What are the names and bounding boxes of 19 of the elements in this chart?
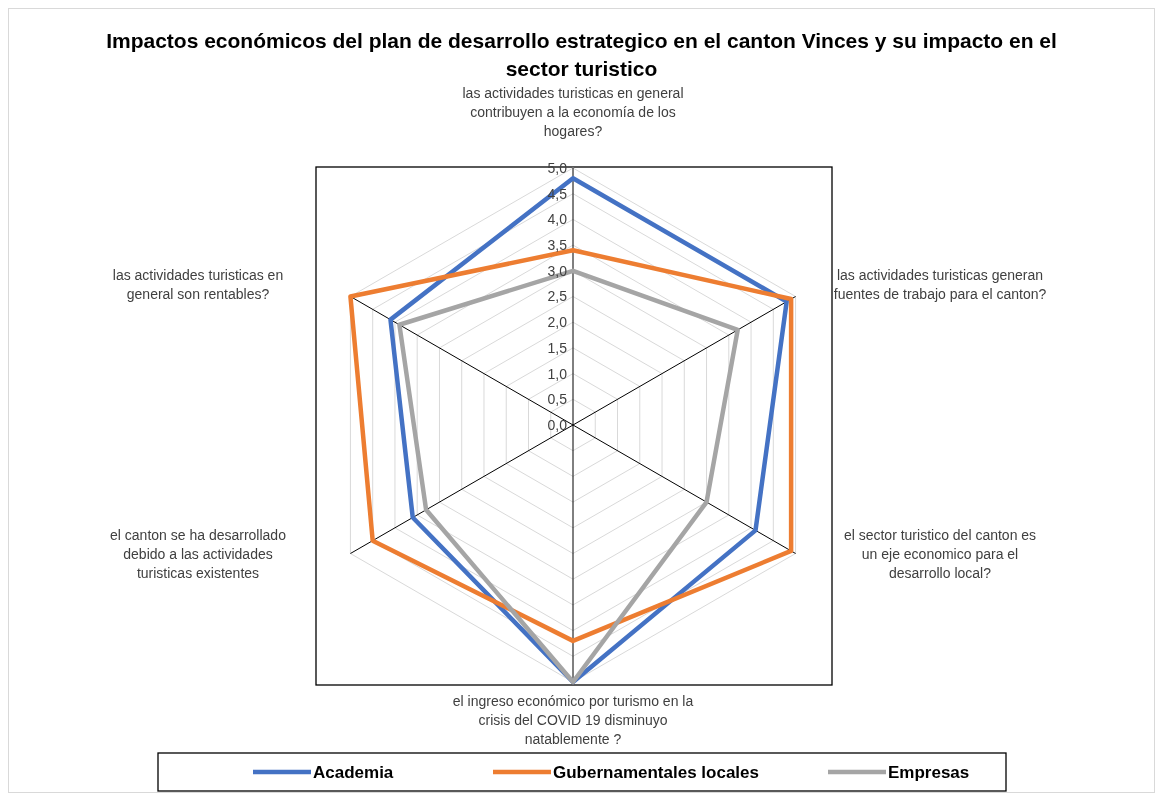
- y-tick-label: 3,0: [547, 262, 568, 279]
- y-tick-label: 1,5: [547, 339, 568, 356]
- legend-label: Gubernamentales locales: [553, 762, 759, 782]
- chart-title: Impactos económicos del plan de desarrollo estrategico en el canton Vinces y su impacto en el sector turistico: [106, 29, 1057, 80]
- legend-label: Academia: [313, 762, 394, 782]
- legend-label: Empresas: [888, 762, 970, 782]
- y-tick-label: 1,0: [547, 365, 568, 382]
- spoke-label: el ingreso económico por turismo en la crisis del COVID 19 disminuyo natablemente ?: [452, 693, 694, 747]
- spoke-label: las actividades turisticas generan fuentes de trabajo para el canton?: [833, 267, 1047, 302]
- spoke-label: las actividades turisticas en general contribuyen a la economía de los hogares?: [462, 85, 684, 139]
- spoke-label: el sector turistico del canton es un eje economico para el desarrollo local?: [843, 527, 1037, 581]
- spoke-label: las actividades turisticas en general son rentables?: [112, 267, 284, 302]
- y-tick-label: 4,0: [547, 211, 568, 228]
- spoke-label: el canton se ha desarrollado debido a las actividades turisticas existentes: [110, 527, 287, 581]
- y-tick-label: 3,5: [547, 237, 568, 253]
- y-tick-label: 2,0: [547, 314, 568, 331]
- y-tick-label: 0,5: [547, 391, 568, 408]
- y-tick-label: 2,5: [547, 288, 568, 305]
- y-tick-label: 0,0: [547, 416, 568, 433]
